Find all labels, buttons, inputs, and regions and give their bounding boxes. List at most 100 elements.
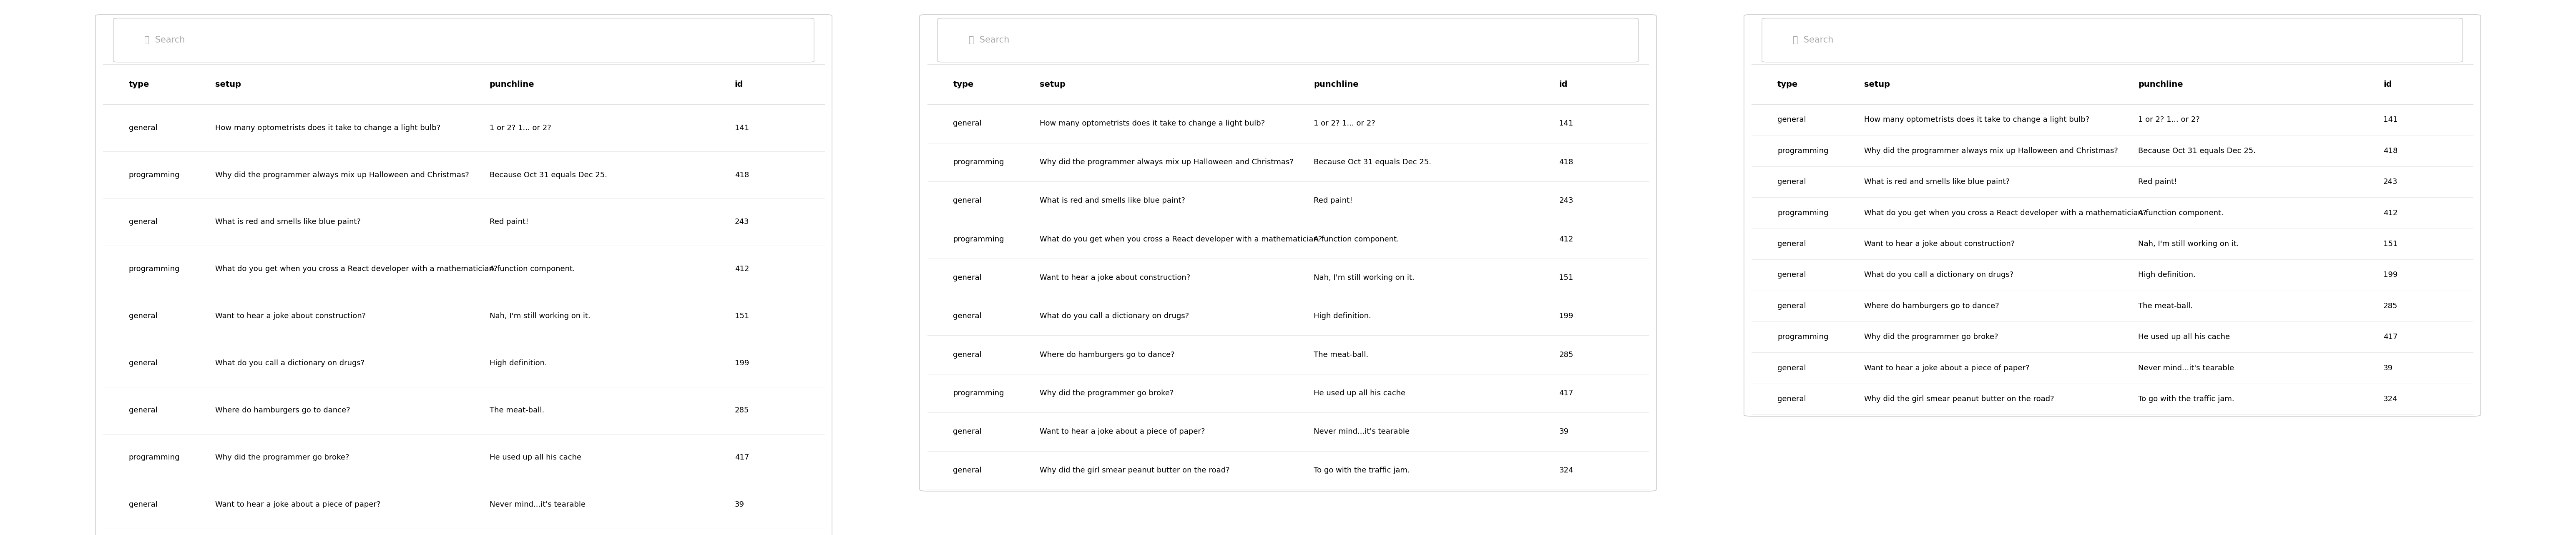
- Text: What do you call a dictionary on drugs?: What do you call a dictionary on drugs?: [1865, 271, 2014, 279]
- Text: 🔍  Search: 🔍 Search: [1793, 36, 1834, 44]
- Text: 🔍  Search: 🔍 Search: [969, 36, 1010, 44]
- Text: 412: 412: [2383, 209, 2398, 217]
- Text: Never mind...it's tearable: Never mind...it's tearable: [2138, 364, 2233, 372]
- Text: High definition.: High definition.: [2138, 271, 2195, 279]
- Text: What do you get when you cross a React developer with a mathematician?: What do you get when you cross a React d…: [1865, 209, 2146, 217]
- Text: What do you call a dictionary on drugs?: What do you call a dictionary on drugs?: [216, 360, 366, 367]
- Text: Want to hear a joke about a piece of paper?: Want to hear a joke about a piece of pap…: [1865, 364, 2030, 372]
- Text: Nah, I'm still working on it.: Nah, I'm still working on it.: [2138, 240, 2239, 248]
- Text: punchline: punchline: [2138, 80, 2182, 88]
- Text: 1 or 2? 1... or 2?: 1 or 2? 1... or 2?: [1314, 120, 1376, 127]
- Text: general: general: [1777, 364, 1806, 372]
- FancyBboxPatch shape: [1744, 14, 2481, 416]
- Text: programming: programming: [129, 265, 180, 273]
- Text: 412: 412: [734, 265, 750, 273]
- Text: High definition.: High definition.: [489, 360, 546, 367]
- Text: A function component.: A function component.: [489, 265, 574, 273]
- Text: programming: programming: [1777, 333, 1829, 341]
- Text: Why did the programmer go broke?: Why did the programmer go broke?: [1041, 389, 1175, 397]
- Text: 417: 417: [1558, 389, 1574, 397]
- Text: He used up all his cache: He used up all his cache: [489, 454, 582, 461]
- Text: 199: 199: [734, 360, 750, 367]
- Text: Where do hamburgers go to dance?: Where do hamburgers go to dance?: [1865, 302, 1999, 310]
- Text: 39: 39: [734, 501, 744, 508]
- Text: 199: 199: [2383, 271, 2398, 279]
- Text: 285: 285: [2383, 302, 2398, 310]
- Text: Why did the programmer always mix up Halloween and Christmas?: Why did the programmer always mix up Hal…: [1041, 158, 1293, 166]
- Text: general: general: [1777, 116, 1806, 124]
- Text: programming: programming: [129, 454, 180, 461]
- Text: general: general: [129, 218, 157, 226]
- Text: 141: 141: [1558, 120, 1574, 127]
- Text: programming: programming: [953, 235, 1005, 243]
- Text: 285: 285: [734, 407, 750, 414]
- Text: general: general: [1777, 178, 1806, 186]
- Text: Want to hear a joke about a piece of paper?: Want to hear a joke about a piece of pap…: [216, 501, 381, 508]
- Text: programming: programming: [953, 389, 1005, 397]
- Text: 243: 243: [734, 218, 750, 226]
- Text: Want to hear a joke about construction?: Want to hear a joke about construction?: [1041, 274, 1190, 281]
- Text: general: general: [953, 351, 981, 358]
- Text: general: general: [953, 197, 981, 204]
- Text: general: general: [953, 120, 981, 127]
- Text: Never mind...it's tearable: Never mind...it's tearable: [1314, 428, 1409, 435]
- Text: Red paint!: Red paint!: [2138, 178, 2177, 186]
- FancyBboxPatch shape: [938, 18, 1638, 62]
- Text: id: id: [1558, 80, 1569, 88]
- Text: What do you get when you cross a React developer with a mathematician?: What do you get when you cross a React d…: [1041, 235, 1321, 243]
- Text: 417: 417: [734, 454, 750, 461]
- Text: The meat-ball.: The meat-ball.: [2138, 302, 2192, 310]
- Text: High definition.: High definition.: [1314, 312, 1370, 320]
- Text: Why did the girl smear peanut butter on the road?: Why did the girl smear peanut butter on …: [1041, 467, 1229, 474]
- Text: 324: 324: [2383, 395, 2398, 403]
- Text: The meat-ball.: The meat-ball.: [489, 407, 544, 414]
- Text: programming: programming: [1777, 147, 1829, 155]
- Text: setup: setup: [216, 80, 242, 88]
- FancyBboxPatch shape: [920, 14, 1656, 491]
- Text: type: type: [953, 80, 974, 88]
- Text: The meat-ball.: The meat-ball.: [1314, 351, 1368, 358]
- Text: 417: 417: [2383, 333, 2398, 341]
- Text: type: type: [129, 80, 149, 88]
- Text: programming: programming: [1777, 209, 1829, 217]
- Text: general: general: [1777, 302, 1806, 310]
- Text: Why did the programmer go broke?: Why did the programmer go broke?: [216, 454, 350, 461]
- Text: general: general: [953, 428, 981, 435]
- Text: 39: 39: [2383, 364, 2393, 372]
- Text: Because Oct 31 equals Dec 25.: Because Oct 31 equals Dec 25.: [489, 171, 608, 179]
- Text: Why did the girl smear peanut butter on the road?: Why did the girl smear peanut butter on …: [1865, 395, 2053, 403]
- Text: general: general: [129, 407, 157, 414]
- Text: id: id: [734, 80, 744, 88]
- Text: general: general: [953, 312, 981, 320]
- Text: Want to hear a joke about construction?: Want to hear a joke about construction?: [1865, 240, 2014, 248]
- Text: 324: 324: [1558, 467, 1574, 474]
- Text: programming: programming: [953, 158, 1005, 166]
- Text: He used up all his cache: He used up all his cache: [1314, 389, 1406, 397]
- Text: 1 or 2? 1... or 2?: 1 or 2? 1... or 2?: [489, 124, 551, 132]
- Text: Never mind...it's tearable: Never mind...it's tearable: [489, 501, 585, 508]
- Text: 285: 285: [1558, 351, 1574, 358]
- Text: Where do hamburgers go to dance?: Where do hamburgers go to dance?: [216, 407, 350, 414]
- Text: What is red and smells like blue paint?: What is red and smells like blue paint?: [1041, 197, 1185, 204]
- Text: type: type: [1777, 80, 1798, 88]
- Text: 199: 199: [1558, 312, 1574, 320]
- Text: What do you get when you cross a React developer with a mathematician?: What do you get when you cross a React d…: [216, 265, 497, 273]
- Text: 39: 39: [1558, 428, 1569, 435]
- Text: Where do hamburgers go to dance?: Where do hamburgers go to dance?: [1041, 351, 1175, 358]
- Text: 151: 151: [2383, 240, 2398, 248]
- Text: general: general: [129, 312, 157, 320]
- Text: To go with the traffic jam.: To go with the traffic jam.: [2138, 395, 2233, 403]
- Text: general: general: [129, 501, 157, 508]
- Text: general: general: [129, 124, 157, 132]
- Text: general: general: [1777, 240, 1806, 248]
- Text: 243: 243: [2383, 178, 2398, 186]
- Text: What do you call a dictionary on drugs?: What do you call a dictionary on drugs?: [1041, 312, 1190, 320]
- FancyBboxPatch shape: [1762, 18, 2463, 62]
- Text: Because Oct 31 equals Dec 25.: Because Oct 31 equals Dec 25.: [2138, 147, 2257, 155]
- Text: punchline: punchline: [1314, 80, 1358, 88]
- Text: What is red and smells like blue paint?: What is red and smells like blue paint?: [1865, 178, 2009, 186]
- FancyBboxPatch shape: [95, 14, 832, 535]
- Text: What is red and smells like blue paint?: What is red and smells like blue paint?: [216, 218, 361, 226]
- Text: general: general: [129, 360, 157, 367]
- Text: Because Oct 31 equals Dec 25.: Because Oct 31 equals Dec 25.: [1314, 158, 1432, 166]
